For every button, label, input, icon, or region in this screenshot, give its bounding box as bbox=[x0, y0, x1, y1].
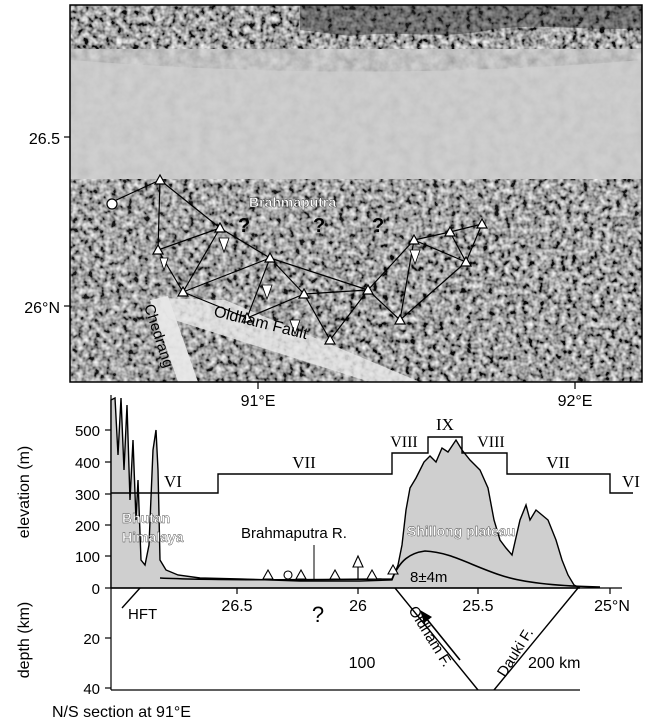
depth-axis bbox=[105, 588, 580, 691]
brahmaputra-r-label: Brahmaputra R. bbox=[241, 525, 347, 542]
intensity-viii-left: VIII bbox=[390, 434, 418, 451]
distance-100-label: 100 bbox=[349, 655, 376, 672]
slip-arrow bbox=[420, 610, 461, 661]
section-lat-axis bbox=[236, 588, 611, 594]
oldham-f-label: Oldham F. bbox=[405, 603, 456, 670]
fault-lines bbox=[121, 587, 579, 691]
intensity-viii-right: VIII bbox=[477, 434, 505, 451]
intensity-vii-right: VII bbox=[546, 453, 570, 472]
elev-tick-300: 300 bbox=[75, 487, 100, 504]
intensity-vi-right: VI bbox=[622, 472, 640, 491]
intensity-step-line bbox=[111, 436, 633, 494]
survey-stations bbox=[106, 173, 489, 345]
depth-axis-label: depth (km) bbox=[16, 602, 33, 678]
elev-tick-400: 400 bbox=[75, 455, 100, 472]
hft-label: HFT bbox=[128, 606, 157, 623]
section-caption: N/S section at 91°E bbox=[52, 704, 191, 721]
map-lat-tick-26: 26°N bbox=[24, 300, 60, 317]
elevation-profile bbox=[110, 396, 581, 589]
question-mark-2: ? bbox=[313, 215, 325, 237]
intensity-ix: IX bbox=[436, 415, 454, 434]
question-mark-1: ? bbox=[238, 215, 250, 237]
brahmaputra-label: Brahmaputra bbox=[249, 194, 336, 210]
section-lat-25: 25°N bbox=[594, 598, 630, 615]
map-lon-tick-91: 91°E bbox=[241, 393, 276, 410]
map-lon-tick-92: 92°E bbox=[558, 393, 593, 410]
shillong-label: Shillong plateau bbox=[407, 523, 515, 539]
map-lat-tick-26-5: 26.5 bbox=[29, 131, 60, 148]
uplift-curve bbox=[159, 550, 601, 588]
uplift-label: 8±4m bbox=[410, 569, 447, 586]
himalaya-label: Himalaya bbox=[122, 529, 184, 545]
depth-question-mark: ? bbox=[312, 602, 324, 627]
profile-stations bbox=[262, 563, 399, 580]
map-frame bbox=[69, 4, 643, 383]
map-axes bbox=[64, 136, 576, 389]
elev-tick-500: 500 bbox=[75, 423, 100, 440]
section-lat-26-5: 26.5 bbox=[221, 598, 252, 615]
elevation-axis bbox=[105, 395, 112, 589]
bhutan-label: Bhutan bbox=[122, 510, 170, 526]
elev-tick-100: 100 bbox=[75, 549, 100, 566]
elev-tick-0: 0 bbox=[92, 581, 100, 598]
intensity-vii-left: VII bbox=[292, 453, 316, 472]
distance-200-label: 200 km bbox=[528, 655, 580, 672]
question-mark-3: ? bbox=[372, 215, 384, 237]
elevation-axis-label: elevation (m) bbox=[16, 446, 33, 538]
displacement-arrows bbox=[159, 237, 421, 336]
section-lat-26: 26 bbox=[349, 598, 367, 615]
depth-tick-20: 20 bbox=[83, 631, 100, 648]
depth-tick-40: 40 bbox=[83, 681, 100, 698]
triangulation-network bbox=[111, 179, 483, 341]
profile-uplift-arrow bbox=[352, 554, 364, 580]
section-lat-25-5: 25.5 bbox=[462, 598, 493, 615]
intensity-vi-left: VI bbox=[164, 472, 182, 491]
relief-map bbox=[70, 5, 642, 382]
elev-tick-200: 200 bbox=[75, 518, 100, 535]
